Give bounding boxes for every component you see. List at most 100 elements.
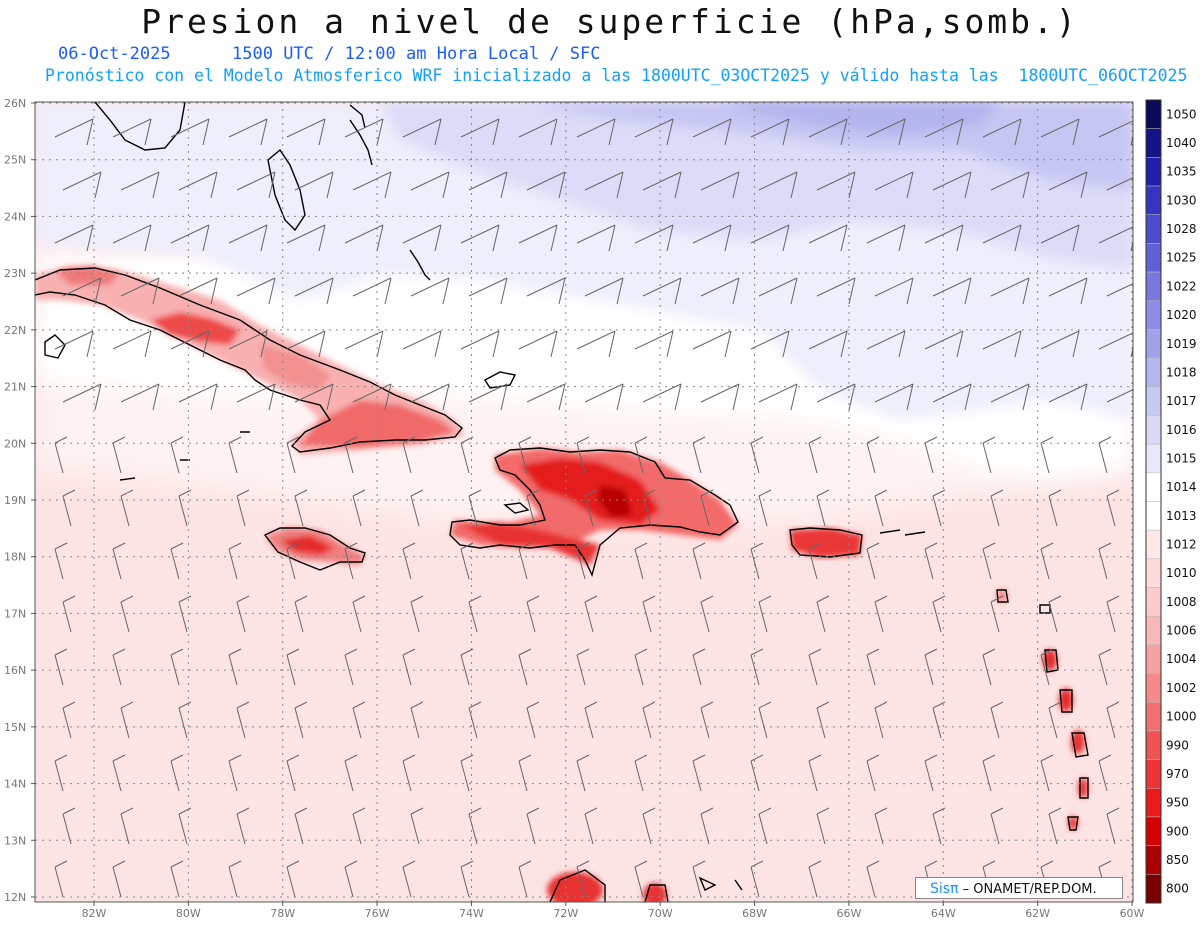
wind-barb bbox=[236, 595, 250, 633]
wind-barb bbox=[642, 383, 682, 411]
wind-barb bbox=[1040, 754, 1054, 792]
wind-barb bbox=[54, 542, 68, 580]
colorbar-swatch bbox=[1145, 587, 1162, 617]
wind-barb bbox=[692, 542, 706, 580]
plot-frame bbox=[34, 101, 1134, 903]
wind-barb bbox=[518, 436, 532, 474]
wind-barb bbox=[642, 277, 682, 305]
wind-barb bbox=[460, 436, 474, 474]
wind-barb bbox=[634, 436, 648, 474]
wind-barb bbox=[460, 648, 474, 686]
wind-barb bbox=[402, 860, 416, 898]
wind-barb bbox=[576, 330, 616, 358]
wind-barb bbox=[286, 754, 300, 792]
wind-barb bbox=[402, 754, 416, 792]
wind-barb bbox=[286, 118, 326, 146]
wind-barb bbox=[120, 277, 160, 305]
wind-barb bbox=[410, 595, 424, 633]
wind-barb bbox=[634, 330, 674, 358]
wind-barb bbox=[286, 860, 300, 898]
wind-barb bbox=[410, 277, 450, 305]
wind-barb bbox=[816, 277, 856, 305]
wind-barb bbox=[1106, 389, 1133, 403]
wind-barb bbox=[990, 383, 1030, 411]
lat-label: 25N bbox=[4, 154, 26, 167]
colorbar-swatch bbox=[1145, 558, 1162, 588]
colorbar-swatch bbox=[1145, 185, 1162, 215]
wind-barb bbox=[178, 383, 218, 411]
wind-barb bbox=[750, 436, 764, 474]
wind-barb bbox=[924, 436, 938, 474]
wind-barb bbox=[460, 754, 474, 792]
wind-barb bbox=[816, 383, 856, 411]
lat-label: 17N bbox=[4, 607, 26, 620]
wind-barb bbox=[1098, 120, 1133, 146]
colorbar-label: 1002 bbox=[1166, 681, 1197, 695]
wind-barb bbox=[344, 224, 384, 252]
logo-brand: Sisπ bbox=[930, 881, 959, 897]
colorbar-swatch bbox=[1145, 529, 1162, 560]
wind-barb bbox=[700, 277, 740, 305]
wind-barb bbox=[1106, 595, 1120, 633]
wind-barb bbox=[54, 330, 94, 358]
colorbar-label: 800 bbox=[1166, 882, 1189, 896]
wind-barb bbox=[344, 330, 384, 358]
wind-barb bbox=[990, 171, 1030, 199]
latitude-labels: 26N 25N 24N 23N 22N 21N 20N 19N 18N 17N 16N 15N 14N 1… bbox=[4, 97, 35, 904]
wind-barb bbox=[816, 701, 830, 739]
wind-barb bbox=[526, 171, 566, 199]
wind-barb bbox=[584, 701, 598, 739]
lat-label: 21N bbox=[4, 381, 26, 394]
colorbar-label: 990 bbox=[1166, 738, 1189, 752]
wind-barb bbox=[576, 224, 616, 252]
wind-barb bbox=[924, 648, 938, 686]
wind-barb bbox=[866, 436, 880, 474]
wind-barb bbox=[526, 489, 540, 527]
wind-barb bbox=[866, 648, 880, 686]
wind-barb bbox=[642, 489, 656, 527]
colorbar-label: 1017 bbox=[1166, 394, 1197, 408]
colorbar-swatch bbox=[1145, 300, 1162, 330]
colorbar-swatch bbox=[1145, 702, 1162, 732]
wind-barb bbox=[468, 171, 508, 199]
wind-barb bbox=[700, 807, 714, 845]
colorbar-swatch bbox=[1145, 243, 1162, 273]
lon-label: 78W bbox=[270, 907, 295, 920]
colorbar-swatch bbox=[1145, 415, 1162, 445]
wind-barb bbox=[584, 595, 598, 633]
colorbar-swatch bbox=[1145, 644, 1162, 674]
lon-label: 82W bbox=[82, 907, 107, 920]
wind-barb bbox=[1048, 701, 1062, 739]
lat-label: 15N bbox=[4, 721, 26, 734]
wind-barb bbox=[236, 489, 250, 527]
wind-barb bbox=[758, 277, 798, 305]
wind-barb bbox=[294, 383, 334, 411]
wind-barb bbox=[294, 489, 308, 527]
low-pressure-puerto-rico bbox=[790, 528, 862, 558]
wind-barb bbox=[932, 171, 972, 199]
colorbar-label: 1014 bbox=[1166, 480, 1197, 494]
wind-barb bbox=[982, 224, 1022, 252]
wind-barb bbox=[924, 224, 964, 252]
wind-barb bbox=[236, 277, 276, 305]
wind-barb bbox=[402, 118, 442, 146]
wind-barb bbox=[1048, 595, 1062, 633]
colorbar-label: 1013 bbox=[1166, 509, 1197, 523]
wind-barb bbox=[286, 224, 326, 252]
wind-barb bbox=[228, 648, 242, 686]
colorbar-label: 900 bbox=[1166, 824, 1189, 838]
wind-barb bbox=[1098, 542, 1112, 580]
wind-barb bbox=[344, 436, 358, 474]
coast-long-island bbox=[409, 249, 431, 281]
colorbar-label: 1030 bbox=[1166, 193, 1197, 207]
wind-barb bbox=[1040, 648, 1054, 686]
wind-barb bbox=[294, 701, 308, 739]
lat-label: 22N bbox=[4, 324, 26, 337]
chart-title: Presion a nivel de superficie (hPa,somb.… bbox=[141, 2, 1079, 41]
wind-barb bbox=[178, 807, 192, 845]
wind-barb bbox=[112, 224, 152, 252]
wind-barb bbox=[178, 595, 192, 633]
wind-barb bbox=[1048, 277, 1088, 305]
wind-barb bbox=[178, 701, 192, 739]
